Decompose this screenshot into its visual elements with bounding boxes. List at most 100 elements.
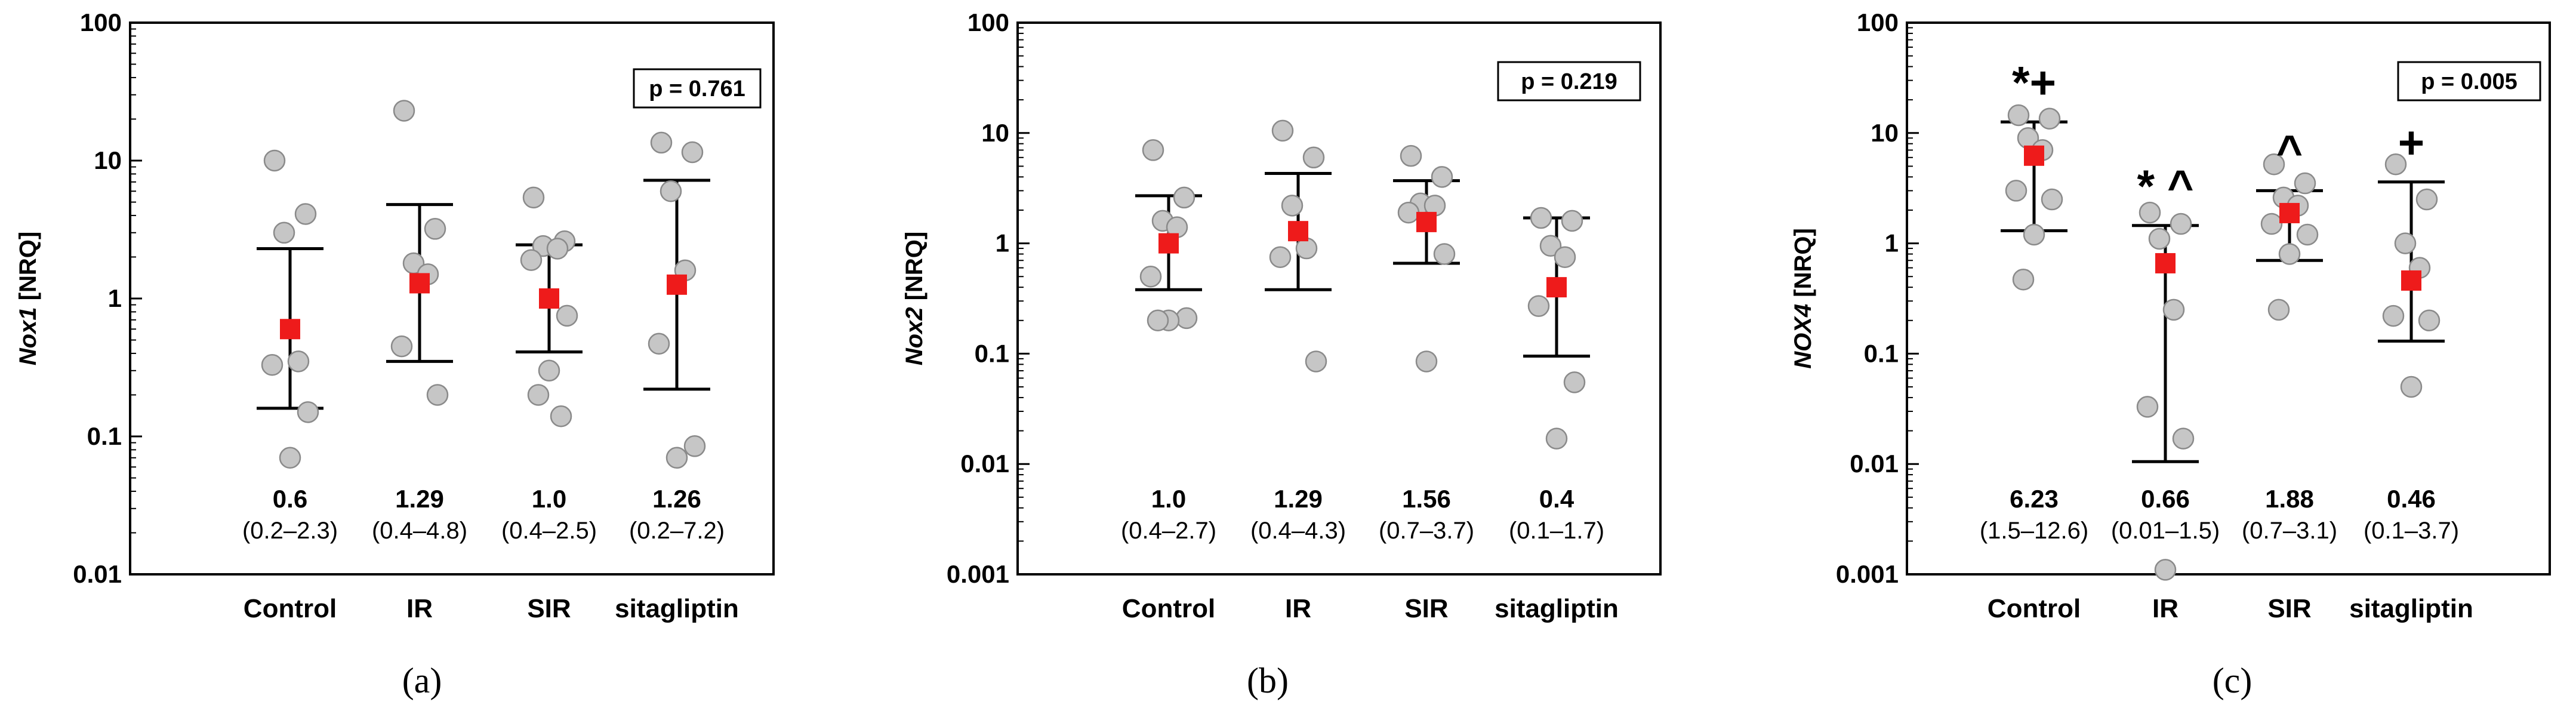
range-label: (0.4–4.3) bbox=[1250, 518, 1346, 544]
group-ir: 1.29 (0.4–4.8) bbox=[372, 100, 467, 544]
data-point bbox=[2155, 559, 2176, 580]
data-point bbox=[2013, 269, 2033, 290]
data-point bbox=[280, 448, 300, 468]
data-point bbox=[1398, 202, 1419, 223]
median-label: 0.66 bbox=[2141, 485, 2190, 513]
median-label: 0.46 bbox=[2387, 485, 2436, 513]
data-point bbox=[2164, 300, 2184, 320]
data-point bbox=[2297, 224, 2318, 245]
median-label: 1.0 bbox=[532, 485, 566, 513]
data-point bbox=[2269, 300, 2289, 320]
median-label: 1.88 bbox=[2265, 485, 2314, 513]
median-marker bbox=[1158, 233, 1179, 254]
median-label: 1.56 bbox=[1402, 485, 1451, 513]
x-tick-label: sitagliptin bbox=[615, 594, 739, 623]
data-point bbox=[2383, 306, 2404, 326]
x-tick-label: Control bbox=[1122, 594, 1215, 623]
x-tick-label: SIR bbox=[1404, 594, 1448, 623]
data-point bbox=[685, 436, 705, 456]
y-tick-label: 10 bbox=[1871, 119, 1899, 147]
group-sitagliptin: 0.4(0.1–1.7) bbox=[1509, 208, 1604, 544]
figure: 0.01 0.1 1 10 100 Nox1 [NRQ] p = 0.761 Control I… bbox=[0, 0, 2576, 714]
significance-mark: ^ bbox=[2276, 126, 2303, 177]
group-sitagliptin: +0.46(0.1–3.7) bbox=[2364, 118, 2459, 544]
data-point bbox=[1555, 247, 1575, 267]
x-tick-label: sitagliptin bbox=[1495, 594, 1619, 623]
y-tick-label: 0.01 bbox=[73, 560, 122, 588]
data-point bbox=[1176, 308, 1197, 328]
data-point bbox=[2024, 224, 2044, 245]
data-point bbox=[682, 142, 702, 162]
y-axis-label: Nox1 [NRQ] bbox=[15, 232, 41, 365]
y-tick-label: 1 bbox=[108, 284, 122, 312]
data-point bbox=[1174, 187, 1194, 208]
y-tick-label: 0.001 bbox=[1836, 560, 1899, 588]
y-axis-gene: NOX4 bbox=[1790, 304, 1816, 369]
median-label: 0.4 bbox=[1539, 485, 1574, 513]
range-label: (0.2–2.3) bbox=[242, 518, 338, 544]
panel-c: 0.001 0.01 0.1 1 10 100 NOX4 [NRQ] p = 0.005 Con… bbox=[1790, 8, 2550, 700]
data-point bbox=[427, 384, 448, 405]
data-point bbox=[1282, 195, 1302, 216]
data-point bbox=[1272, 121, 1293, 141]
x-tick-label: IR bbox=[406, 594, 433, 623]
data-point bbox=[521, 250, 541, 270]
p-value: p = 0.761 bbox=[649, 76, 745, 101]
significance-mark: * ^ bbox=[2137, 161, 2193, 212]
median-marker bbox=[2279, 203, 2300, 223]
median-marker bbox=[280, 319, 300, 339]
data-point bbox=[1432, 167, 1452, 187]
data-point bbox=[2261, 214, 2282, 234]
data-point bbox=[2173, 429, 2193, 449]
panel-a: 0.01 0.1 1 10 100 Nox1 [NRQ] p = 0.761 Control I… bbox=[15, 8, 774, 700]
data-point bbox=[1141, 266, 1161, 287]
data-point bbox=[274, 223, 294, 243]
median-label: 1.29 bbox=[395, 485, 444, 513]
data-point bbox=[1562, 211, 1582, 231]
data-point bbox=[295, 204, 316, 224]
median-marker bbox=[1288, 221, 1308, 241]
range-label: (0.7–3.7) bbox=[1379, 518, 1474, 544]
figure-canvas: 0.010.1110100Nox1 [NRQ]p = 0.761Control I… bbox=[0, 0, 2576, 714]
x-tick-label: sitagliptin bbox=[2349, 594, 2473, 623]
y-tick-label: 0.1 bbox=[1864, 339, 1899, 367]
median-marker bbox=[667, 275, 687, 295]
p-value: p = 0.219 bbox=[1521, 69, 1617, 94]
data-point bbox=[2042, 189, 2062, 210]
group-control: *+ 6.23 (1.5–12.6) bbox=[1980, 57, 2088, 544]
y-tick-label: 0.1 bbox=[975, 339, 1009, 367]
y-axis-unit: [NRQ] bbox=[901, 232, 928, 307]
range-label: (1.5–12.6) bbox=[1980, 518, 2088, 544]
y-tick-label: 1 bbox=[996, 229, 1009, 257]
group-control: 0.6 (0.2–2.3) bbox=[242, 150, 338, 544]
panel-label: (a) bbox=[402, 661, 442, 700]
x-tick-label: SIR bbox=[2267, 594, 2311, 623]
group-sitagliptin: 1.26(0.2–7.2) bbox=[629, 133, 725, 544]
panel-b: 0.0010.010.1110100Nox2 [NRQ]p = 0.219Con… bbox=[901, 8, 1660, 700]
data-point bbox=[1304, 147, 1324, 168]
panel-label: (c) bbox=[2213, 661, 2253, 700]
data-point bbox=[2417, 189, 2437, 210]
p-value: p = 0.005 bbox=[2421, 69, 2518, 94]
y-axis-label: Nox2 [NRQ] bbox=[901, 232, 928, 365]
y-axis-unit: [NRQ] bbox=[1790, 228, 1816, 304]
range-label: (0.4–4.8) bbox=[372, 518, 467, 544]
data-point bbox=[1564, 372, 1585, 392]
data-point bbox=[1306, 351, 1326, 371]
panel-label: (b) bbox=[1247, 661, 1289, 700]
group-sir: ^ 1.88 (0.7–3.1) bbox=[2242, 126, 2337, 544]
y-tick-label: 10 bbox=[981, 119, 1009, 147]
range-label: (0.4–2.7) bbox=[1121, 518, 1216, 544]
median-label: 6.23 bbox=[2010, 485, 2059, 513]
data-point bbox=[2171, 214, 2191, 234]
group-sir: 1.56 (0.7–3.7) bbox=[1379, 146, 1474, 544]
data-point bbox=[539, 361, 559, 381]
range-label: (0.1–3.7) bbox=[2364, 518, 2459, 544]
data-point bbox=[1416, 351, 1437, 371]
y-axis-gene: Nox1 bbox=[15, 307, 41, 365]
data-point bbox=[547, 238, 568, 259]
median-marker bbox=[2155, 253, 2176, 273]
x-tick-label: IR bbox=[2152, 594, 2178, 623]
data-point bbox=[523, 187, 544, 208]
range-label: (0.4–2.5) bbox=[501, 518, 597, 544]
